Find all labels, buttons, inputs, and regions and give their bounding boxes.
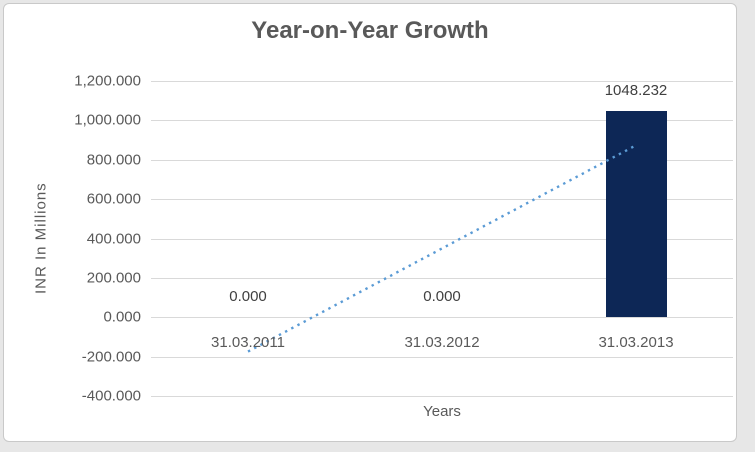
trendline[interactable] — [247, 144, 637, 353]
y-axis-tick-label: 600.000 — [86, 190, 141, 208]
gridline — [151, 317, 733, 319]
x-axis-title: Years — [423, 403, 461, 420]
chart-area[interactable]: Year-on-Year Growth INR In Millions 1,20… — [3, 3, 737, 442]
x-axis-tick-label: 31.03.2012 — [404, 334, 480, 351]
y-axis-tick-label: 1,000.000 — [74, 111, 141, 129]
y-axis-tick-label: -200.000 — [81, 348, 141, 366]
y-axis-tick-label: -400.000 — [81, 387, 141, 405]
data-label: 0.000 — [423, 288, 461, 306]
data-label: 0.000 — [229, 288, 267, 306]
gridline — [151, 356, 733, 358]
y-axis-tick-label: 400.000 — [86, 230, 141, 247]
x-axis-tick-label: 31.03.2013 — [598, 334, 674, 351]
gridline — [151, 120, 733, 122]
x-axis-tick-label: 31.03.2011 — [211, 334, 285, 351]
y-axis-tick-label: 200.000 — [86, 269, 141, 287]
y-axis-tick-label: 1,200.000 — [74, 72, 141, 90]
gridline — [151, 81, 733, 82]
y-axis-tick-label: 800.000 — [86, 151, 141, 169]
chart-title: Year-on-Year Growth — [251, 17, 489, 44]
bar-31.03.2013[interactable] — [605, 110, 667, 318]
y-axis-tick-label: 0.000 — [103, 308, 141, 326]
data-label: 1048.232 — [604, 81, 668, 99]
gridline — [151, 396, 733, 397]
